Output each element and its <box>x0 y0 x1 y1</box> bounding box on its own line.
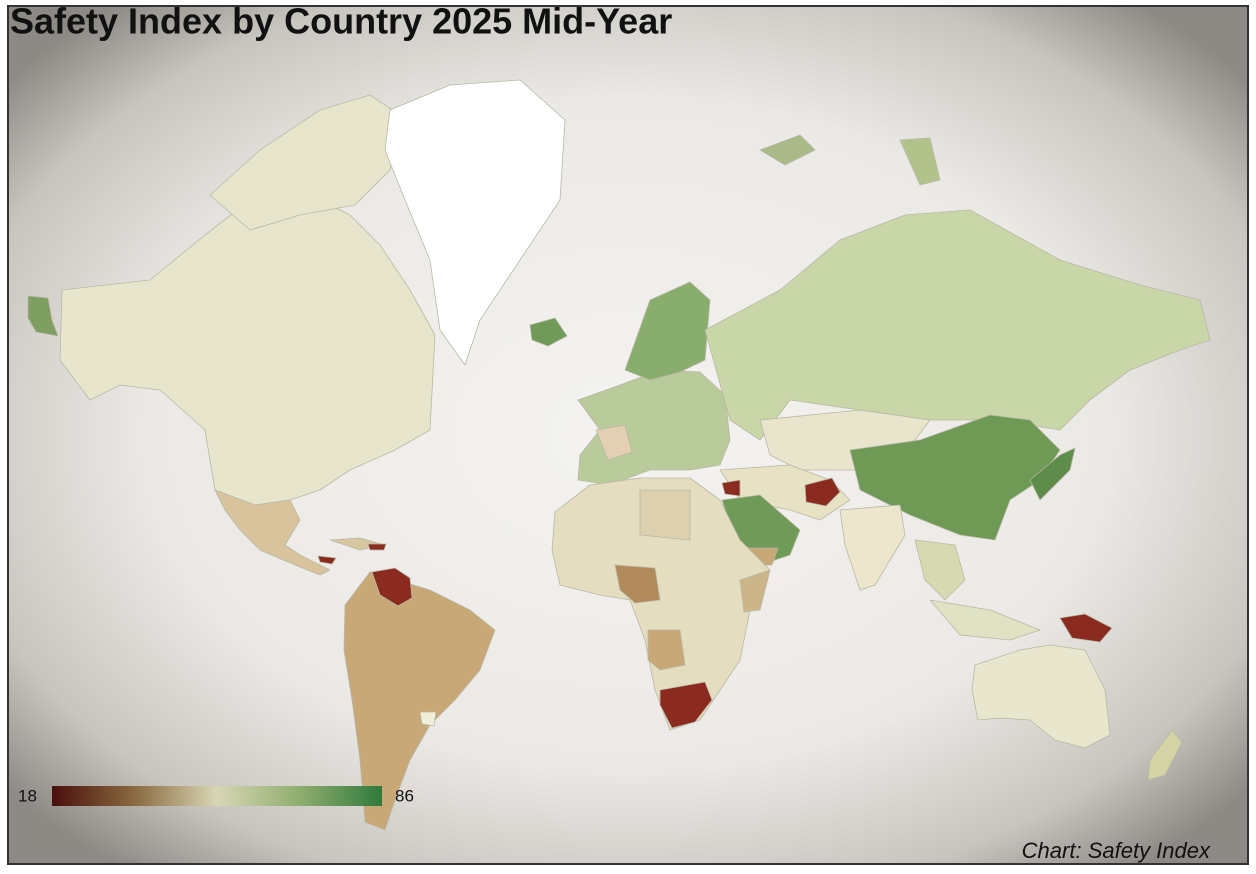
land <box>929 599 1041 641</box>
land <box>739 569 771 613</box>
colorbar <box>52 786 382 806</box>
land <box>214 489 331 576</box>
land <box>529 317 568 347</box>
land <box>367 543 387 551</box>
land <box>27 295 59 337</box>
land <box>899 137 941 186</box>
land <box>914 539 966 601</box>
source-note: Chart: Safety Index <box>1022 838 1211 863</box>
land <box>849 414 1061 541</box>
land <box>371 567 413 607</box>
land <box>804 477 841 507</box>
land <box>659 681 713 729</box>
land <box>759 134 816 166</box>
land <box>595 424 633 461</box>
colorbar-min-label: 18 <box>18 786 37 805</box>
land <box>614 564 661 604</box>
land <box>384 79 566 366</box>
land <box>551 477 771 731</box>
land <box>317 555 337 565</box>
map-title: Safety Index by Country 2025 Mid-Year <box>10 1 672 42</box>
land <box>839 504 906 591</box>
land <box>419 711 437 727</box>
land <box>721 479 741 497</box>
land <box>1059 613 1113 643</box>
land-shapes <box>27 79 1211 831</box>
land <box>647 629 686 671</box>
land <box>704 209 1211 441</box>
land <box>971 644 1111 749</box>
colorbar-max-label: 86 <box>395 786 414 805</box>
land <box>343 571 496 831</box>
land <box>639 489 691 541</box>
land <box>1147 729 1183 781</box>
land <box>1029 447 1076 501</box>
